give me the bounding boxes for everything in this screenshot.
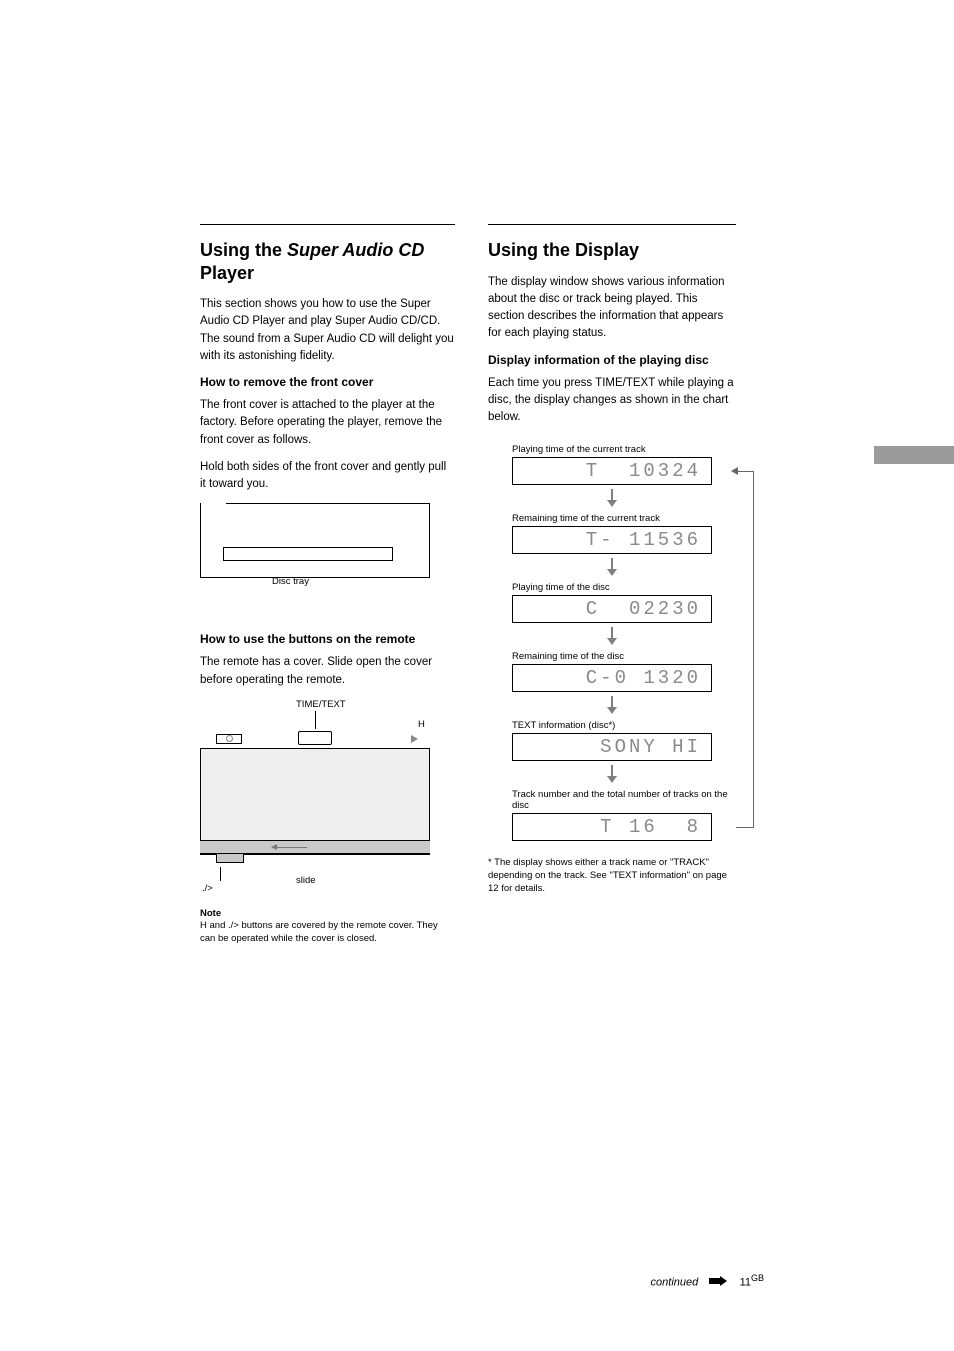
play-button-icon[interactable]: [411, 735, 418, 743]
figure-player-front: [200, 503, 430, 578]
right-column: Using the Display The display window sho…: [488, 224, 736, 896]
note-block: Note H and ./> buttons are covered by th…: [200, 908, 455, 946]
title-pre: Using the: [200, 240, 287, 260]
subheading-remote-buttons: How to use the buttons on the remote: [200, 632, 455, 646]
lcd-caption: TEXT information (disc*): [512, 720, 736, 731]
column-rule: [200, 224, 455, 225]
column-rule: [488, 224, 736, 225]
subheading-remove-cover: How to remove the front cover: [200, 375, 455, 389]
lcd-display: SONY HI: [512, 733, 712, 761]
page-number-main: 11: [740, 1277, 751, 1289]
page-number-sup: GB: [751, 1273, 764, 1283]
time-text-button[interactable]: [298, 731, 332, 745]
lcd-caption: Playing time of the disc: [512, 582, 736, 593]
lcd-display: C 02230: [512, 595, 712, 623]
lcd-text: T- 11536: [586, 529, 701, 551]
display-intro: The display window shows various informa…: [488, 274, 736, 343]
lcd-text: SONY HI: [600, 736, 701, 758]
down-arrow-icon: [488, 696, 736, 714]
lcd-caption: Remaining time of the disc: [512, 651, 736, 662]
remove-cover-instruction: Hold both sides of the front cover and g…: [200, 459, 455, 494]
title-emphasis: Super Audio CD: [287, 240, 424, 260]
continued-label: continued: [651, 1277, 699, 1289]
lcd-display: T- 11536: [512, 526, 712, 554]
lcd-caption: Track number and the total number of tra…: [512, 789, 736, 811]
figure-remote: TIME/TEXT H slide: [200, 699, 430, 879]
lcd-caption: Playing time of the current track: [512, 444, 736, 455]
lcd-display: T 10324: [512, 457, 712, 485]
down-arrow-icon: [488, 558, 736, 576]
down-arrow-icon: [488, 765, 736, 783]
title-post: Player: [200, 263, 254, 283]
section-title-using-display: Using the Display: [488, 239, 736, 262]
note-label: Note: [200, 908, 455, 921]
lcd-text: T 10324: [586, 460, 701, 482]
page-number: continued 11GB: [651, 1273, 764, 1289]
note-text: H and ./> buttons are covered by the rem…: [200, 920, 455, 946]
page-side-tab: [874, 446, 954, 464]
remove-cover-paragraph: The front cover is attached to the playe…: [200, 397, 455, 449]
disc-tray-icon: [223, 547, 393, 561]
prev-next-block[interactable]: [216, 853, 244, 863]
label-disc-tray-text: Disc tray: [272, 576, 309, 589]
continued-arrow-icon: [709, 1276, 727, 1289]
lcd-text: C-0 1320: [586, 667, 701, 689]
lcd-caption: Remaining time of the current track: [512, 513, 736, 524]
lcd-display: T 16 8: [512, 813, 712, 841]
down-arrow-icon: [488, 627, 736, 645]
down-arrow-icon: [488, 489, 736, 507]
lcd-text: C 02230: [586, 598, 701, 620]
remote-cover-strip: [200, 840, 430, 854]
footnote: * The display shows either a track name …: [488, 857, 736, 895]
subheading-display-info: Display information of the playing disc: [488, 353, 736, 367]
intro-paragraph: This section shows you how to use the Su…: [200, 296, 455, 365]
remote-body: [200, 729, 430, 869]
lcd-display: C-0 1320: [512, 664, 712, 692]
label-prev-next: ./>: [202, 883, 455, 896]
lcd-display-stack: Playing time of the current track T 10324…: [488, 444, 736, 841]
remote-logo-icon: [216, 734, 242, 744]
left-column: Using the Super Audio CD Player This sec…: [200, 224, 455, 946]
remote-paragraph: The remote has a cover. Slide open the c…: [200, 654, 455, 689]
lcd-text: T 16 8: [600, 816, 701, 838]
display-instruction: Each time you press TIME/TEXT while play…: [488, 375, 736, 427]
label-time-text: TIME/TEXT: [296, 699, 346, 710]
section-title-using-player: Using the Super Audio CD Player: [200, 239, 455, 284]
label-slide: slide: [296, 875, 316, 886]
